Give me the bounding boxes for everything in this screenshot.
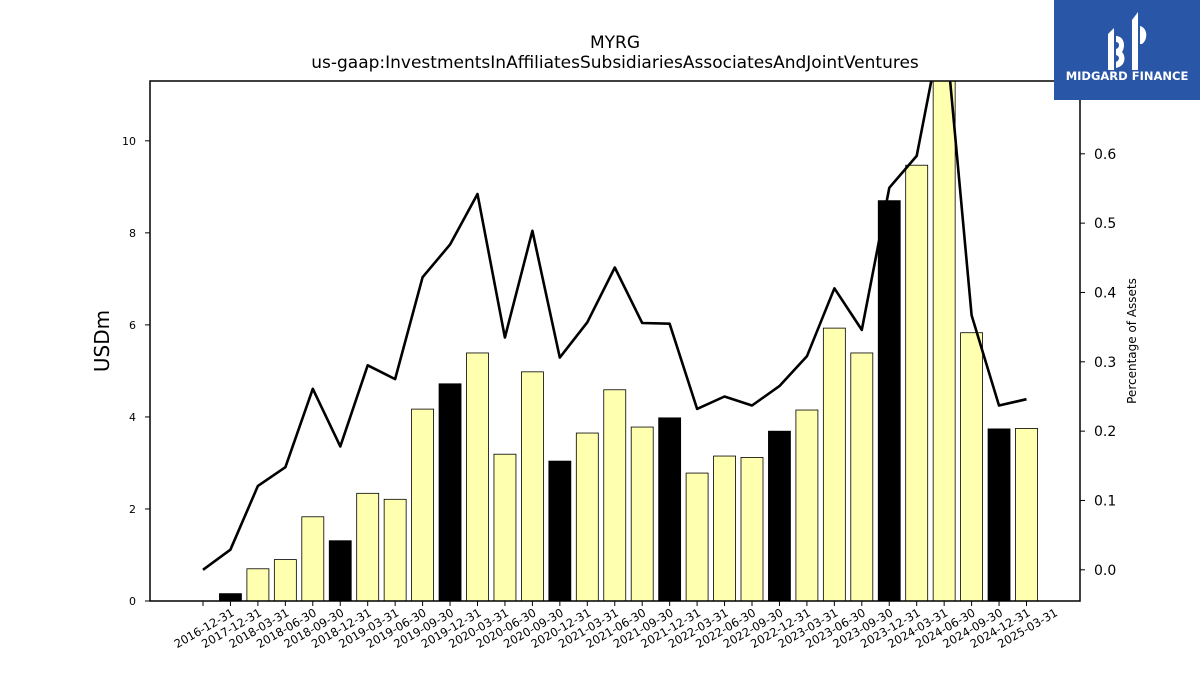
bar-2024-06-30 <box>932 80 956 602</box>
pct-assets-series <box>202 81 1027 571</box>
bar-2020-09-30 <box>521 371 544 602</box>
bar-2023-03-31 <box>795 409 819 602</box>
y2-tick-label: 0.3 <box>1094 355 1116 371</box>
logo-graphic: MIDGARD FINANCE <box>1054 0 1200 100</box>
bar-2018-09-30 <box>301 516 325 602</box>
bar-2021-09-30 <box>630 426 654 602</box>
bar-2024-12-31 <box>987 428 1011 602</box>
bar-2022-03-31 <box>685 472 709 602</box>
pct-assets-line <box>202 81 1027 571</box>
bar-2025-03-31 <box>1015 428 1038 602</box>
bar-2018-06-30 <box>273 559 297 602</box>
bar-2017-12-31 <box>219 593 242 602</box>
bar-2018-03-31 <box>246 568 270 602</box>
bar-series <box>219 80 1038 602</box>
y2-axis-label: Percentage of Assets <box>1125 278 1139 404</box>
bar-2018-12-31 <box>328 540 352 602</box>
bar-2023-06-30 <box>822 327 846 602</box>
bar-2021-12-31 <box>658 417 682 602</box>
bar-2021-03-31 <box>575 432 599 602</box>
bar-2019-12-31 <box>438 383 462 602</box>
chart-subtitle: us-gaap:InvestmentsInAffiliatesSubsidiar… <box>311 53 919 73</box>
y2-tick-label: 0.2 <box>1094 424 1116 440</box>
bar-2023-09-30 <box>850 352 874 602</box>
y2-tick-label: 0.0 <box>1094 563 1116 579</box>
y-axis-right: 0.0 0.1 0.2 0.3 0.4 0.5 0.6 <box>1080 147 1116 579</box>
logo-mark-icon <box>1108 12 1147 70</box>
y-axis-label: USDm <box>90 310 114 372</box>
bar-2020-12-31 <box>548 460 572 602</box>
y-tick-label: 4 <box>129 411 136 424</box>
y-tick-label: 8 <box>129 227 136 240</box>
bar-2019-03-31 <box>356 492 380 602</box>
bar-2020-03-31 <box>466 352 489 602</box>
bar-2024-03-31 <box>905 164 929 602</box>
y-tick-label: 10 <box>122 135 136 148</box>
y2-tick-label: 0.1 <box>1094 493 1116 509</box>
bar-2022-06-30 <box>713 455 736 602</box>
y-axis-left: 0 2 4 6 8 10 <box>122 135 150 608</box>
bar-2021-06-30 <box>603 389 627 602</box>
bar-2023-12-31 <box>877 200 901 602</box>
y-tick-label: 0 <box>129 595 136 608</box>
x-axis: 2016-12-312017-12-312018-03-312018-06-30… <box>172 601 1060 651</box>
midgard-finance-logo: MIDGARD FINANCE <box>1054 0 1200 100</box>
bar-2019-06-30 <box>383 498 407 602</box>
y2-tick-label: 0.4 <box>1094 285 1116 301</box>
bar-2022-09-30 <box>740 457 764 602</box>
bar-2020-06-30 <box>493 453 517 602</box>
y2-tick-label: 0.5 <box>1094 216 1116 232</box>
logo-text: MIDGARD FINANCE <box>1066 69 1189 83</box>
y-tick-label: 6 <box>129 319 136 332</box>
y-tick-label: 2 <box>129 503 136 516</box>
chart-title: MYRG <box>590 33 640 53</box>
bar-2024-09-30 <box>960 332 983 602</box>
y2-tick-label: 0.6 <box>1094 147 1116 163</box>
bar-2019-09-30 <box>411 408 435 602</box>
bar-2022-12-31 <box>768 430 791 602</box>
